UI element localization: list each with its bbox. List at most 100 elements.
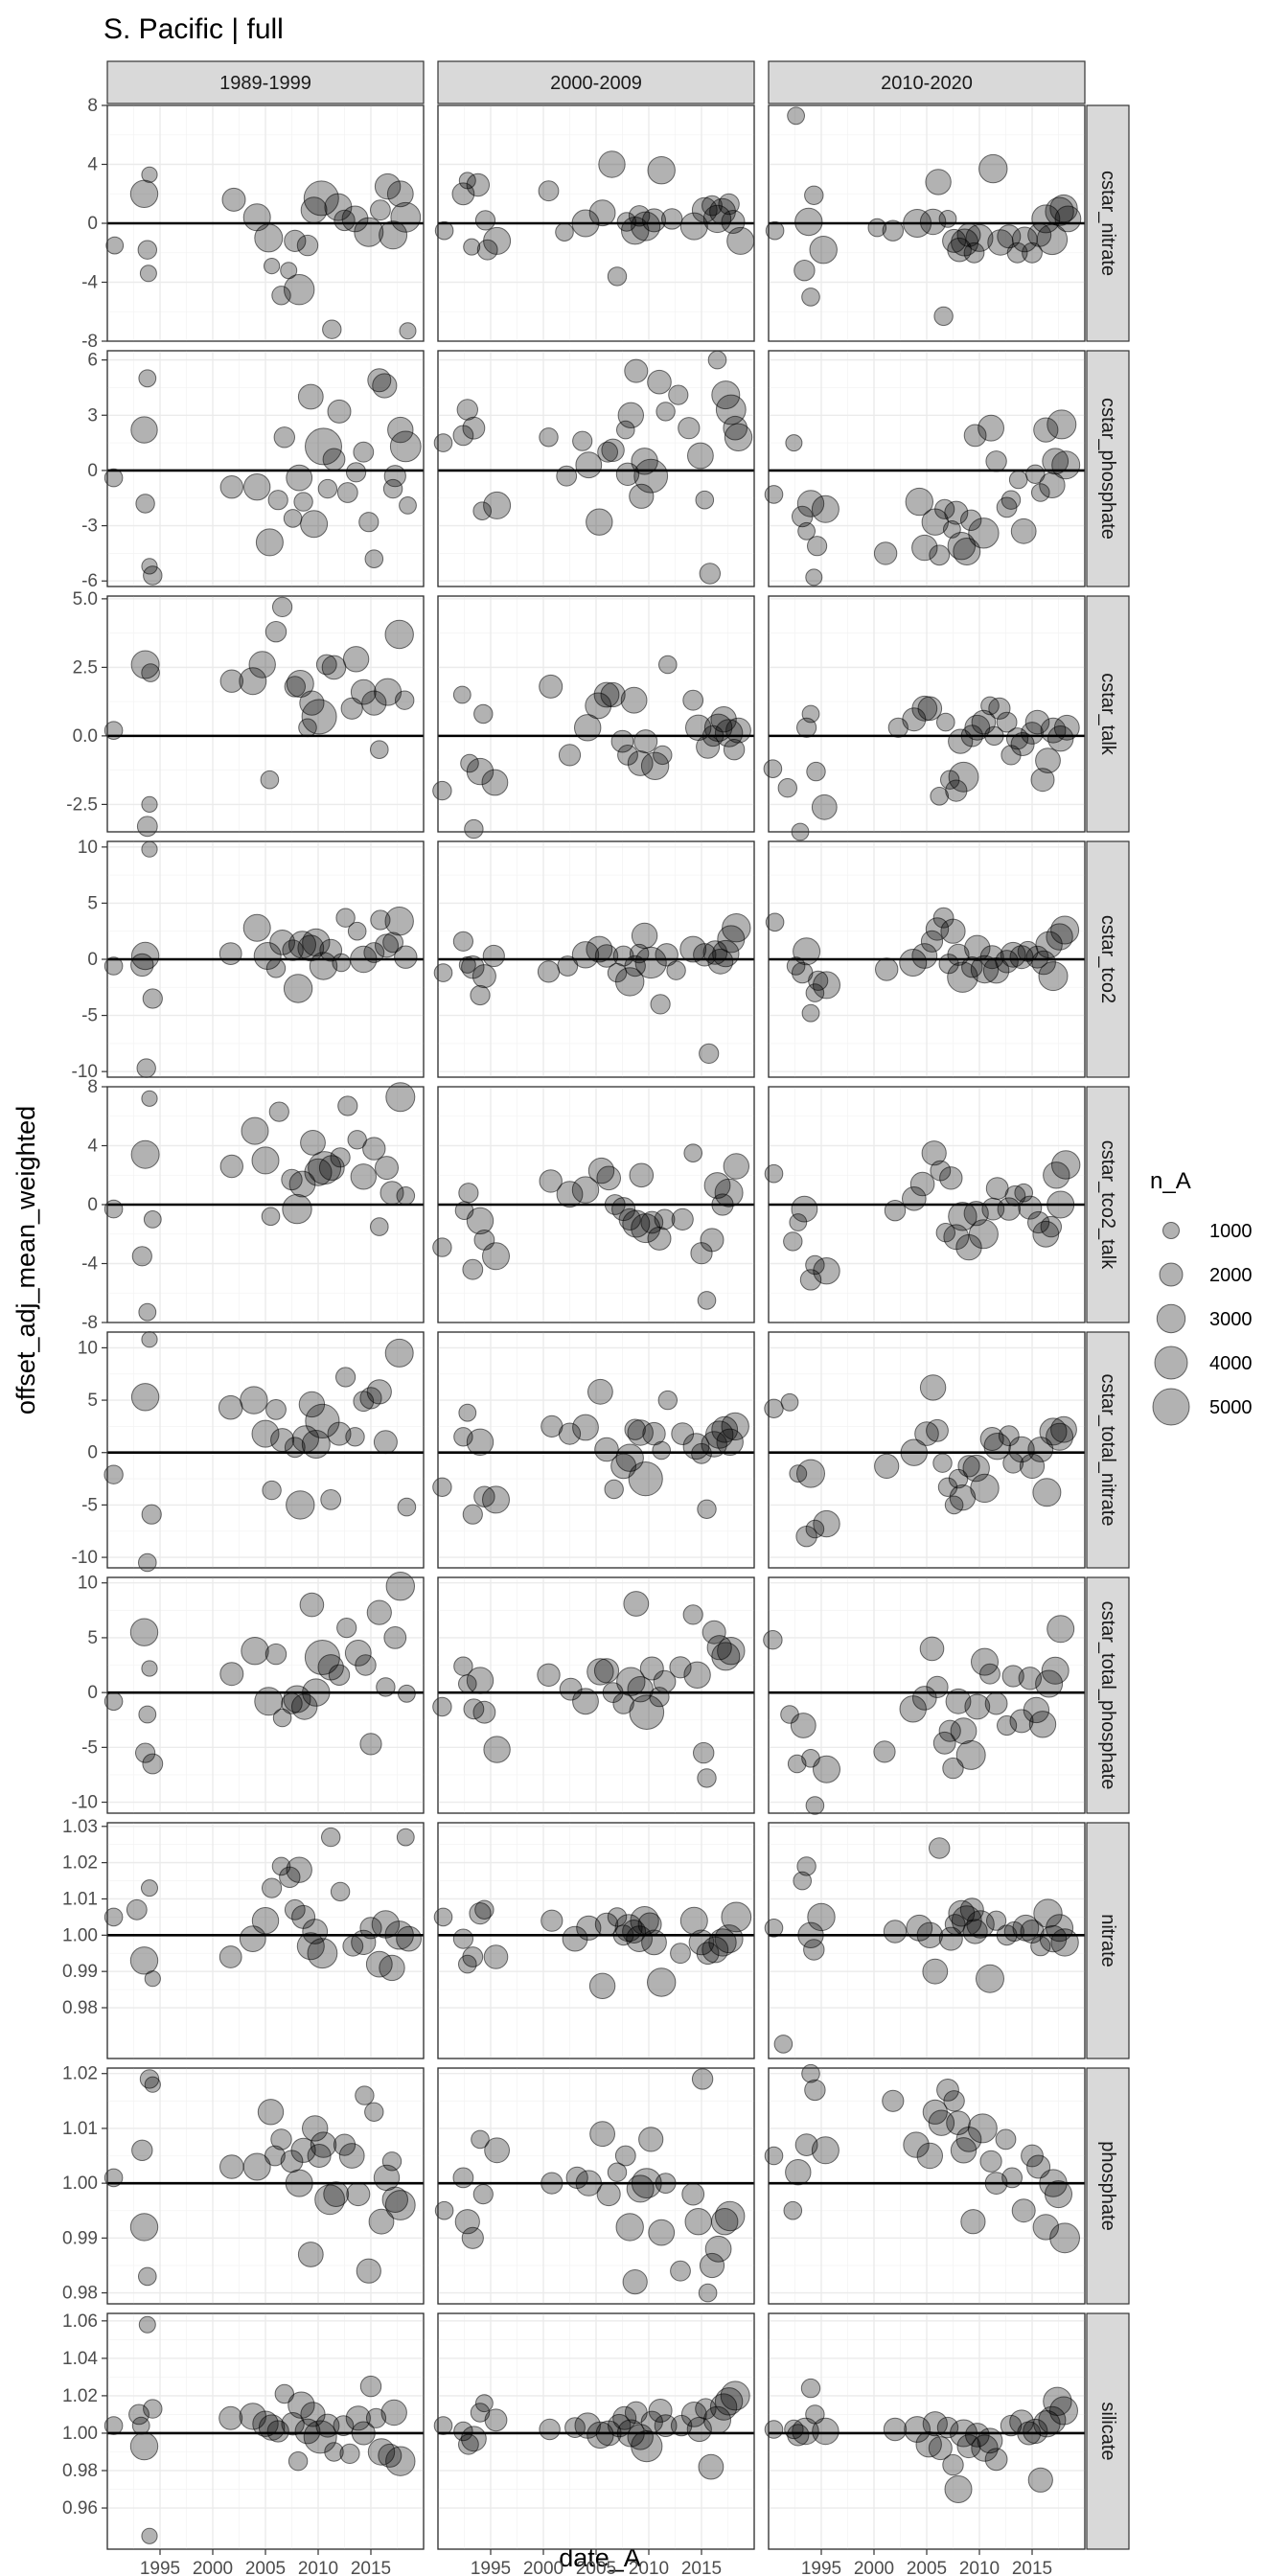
data-point [783, 2200, 803, 2220]
data-point [141, 1660, 158, 1677]
data-point [1035, 1669, 1064, 1698]
data-point [721, 1412, 749, 1441]
data-point [305, 427, 342, 466]
data-point [130, 650, 160, 679]
data-point [700, 1228, 724, 1253]
data-point [1009, 1709, 1034, 1734]
panel-border [768, 2067, 1086, 2305]
data-point [722, 913, 751, 943]
data-point [1049, 2396, 1078, 2426]
data-point [286, 670, 314, 698]
data-point [585, 692, 612, 720]
data-point [219, 475, 244, 499]
legend-key-circle [1156, 1303, 1186, 1334]
data-point [917, 696, 943, 722]
data-point [135, 1742, 156, 1763]
data-point [143, 1210, 162, 1229]
data-point [813, 971, 840, 1000]
data-point [904, 2416, 931, 2443]
row-strip-cstar_tco2: cstar_tco2 [1086, 840, 1130, 1078]
data-point [137, 240, 158, 260]
panel-border [437, 2067, 755, 2305]
data-point [346, 462, 367, 483]
panel-nitrate-2010-2020 [764, 1822, 1086, 2059]
panel-nitrate-1989-1999 [104, 1822, 425, 2059]
data-point [333, 2415, 355, 2437]
data-point [264, 621, 288, 643]
column-strip-label: 1989-1999 [219, 73, 311, 94]
data-point [679, 1906, 708, 1935]
data-point [805, 568, 823, 586]
data-point [221, 187, 246, 212]
data-point [330, 1147, 351, 1168]
data-point [586, 1658, 614, 1686]
panel-cstar_tco2_talk-2000-2009 [432, 1086, 755, 1323]
data-point [1046, 1422, 1074, 1451]
data-point [141, 1331, 158, 1348]
data-point [462, 1258, 484, 1280]
data-point [350, 678, 377, 705]
data-point [932, 1453, 953, 1473]
data-point [919, 208, 947, 236]
y-tick-label: 5 [87, 1628, 98, 1648]
data-point [142, 1753, 164, 1775]
data-point [558, 1422, 582, 1445]
data-point [690, 1242, 713, 1265]
data-point [141, 795, 158, 814]
data-point [593, 681, 620, 708]
data-point [376, 1677, 396, 1697]
data-point [627, 1419, 654, 1446]
data-point [299, 690, 325, 716]
data-point [652, 1440, 672, 1460]
data-point [138, 2315, 156, 2334]
data-point [718, 193, 740, 216]
data-point [374, 172, 402, 200]
data-point [1006, 242, 1028, 264]
data-point [801, 288, 820, 307]
data-point [614, 2145, 636, 2167]
data-point [395, 690, 415, 710]
data-point [633, 729, 658, 754]
data-point [936, 712, 955, 732]
data-point [144, 2076, 161, 2093]
data-point [265, 958, 287, 978]
data-point [615, 967, 645, 997]
data-point [382, 478, 403, 499]
data-point [483, 226, 512, 255]
data-point [697, 1291, 717, 1310]
data-point [950, 1717, 978, 1745]
data-point [1031, 204, 1061, 234]
y-tick-label: -10 [72, 1548, 98, 1568]
y-tick-label: 10 [78, 1574, 98, 1594]
data-point [432, 1237, 452, 1257]
data-point [130, 416, 158, 444]
data-point [682, 689, 704, 711]
data-point [433, 1907, 453, 1927]
data-point [627, 750, 654, 776]
data-point [1028, 1711, 1057, 1738]
data-point [1019, 1453, 1046, 1480]
data-point [1022, 242, 1043, 264]
data-point [1045, 196, 1074, 226]
data-point [104, 1691, 124, 1712]
data-point [978, 414, 1004, 442]
data-point [938, 1719, 961, 1742]
data-point [724, 423, 753, 451]
data-point [682, 1604, 703, 1625]
data-point [714, 2387, 744, 2416]
data-point [883, 2417, 908, 2442]
y-tick-label: -5 [81, 1006, 98, 1026]
row-strip-label: cstar_phosphate [1097, 398, 1118, 540]
data-point [711, 2208, 739, 2236]
data-point [571, 941, 600, 969]
data-point [925, 917, 950, 941]
panel-cstar_total_nitrate-2000-2009 [432, 1331, 755, 1569]
panel-border [106, 2067, 425, 2305]
data-point [539, 1169, 563, 1193]
row-strip-label: cstar_talk [1097, 673, 1118, 756]
data-point [328, 1664, 351, 1687]
data-point [670, 1943, 691, 1965]
data-point [807, 1902, 836, 1932]
data-point [345, 2405, 371, 2431]
legend-key-circle [1162, 1222, 1180, 1239]
